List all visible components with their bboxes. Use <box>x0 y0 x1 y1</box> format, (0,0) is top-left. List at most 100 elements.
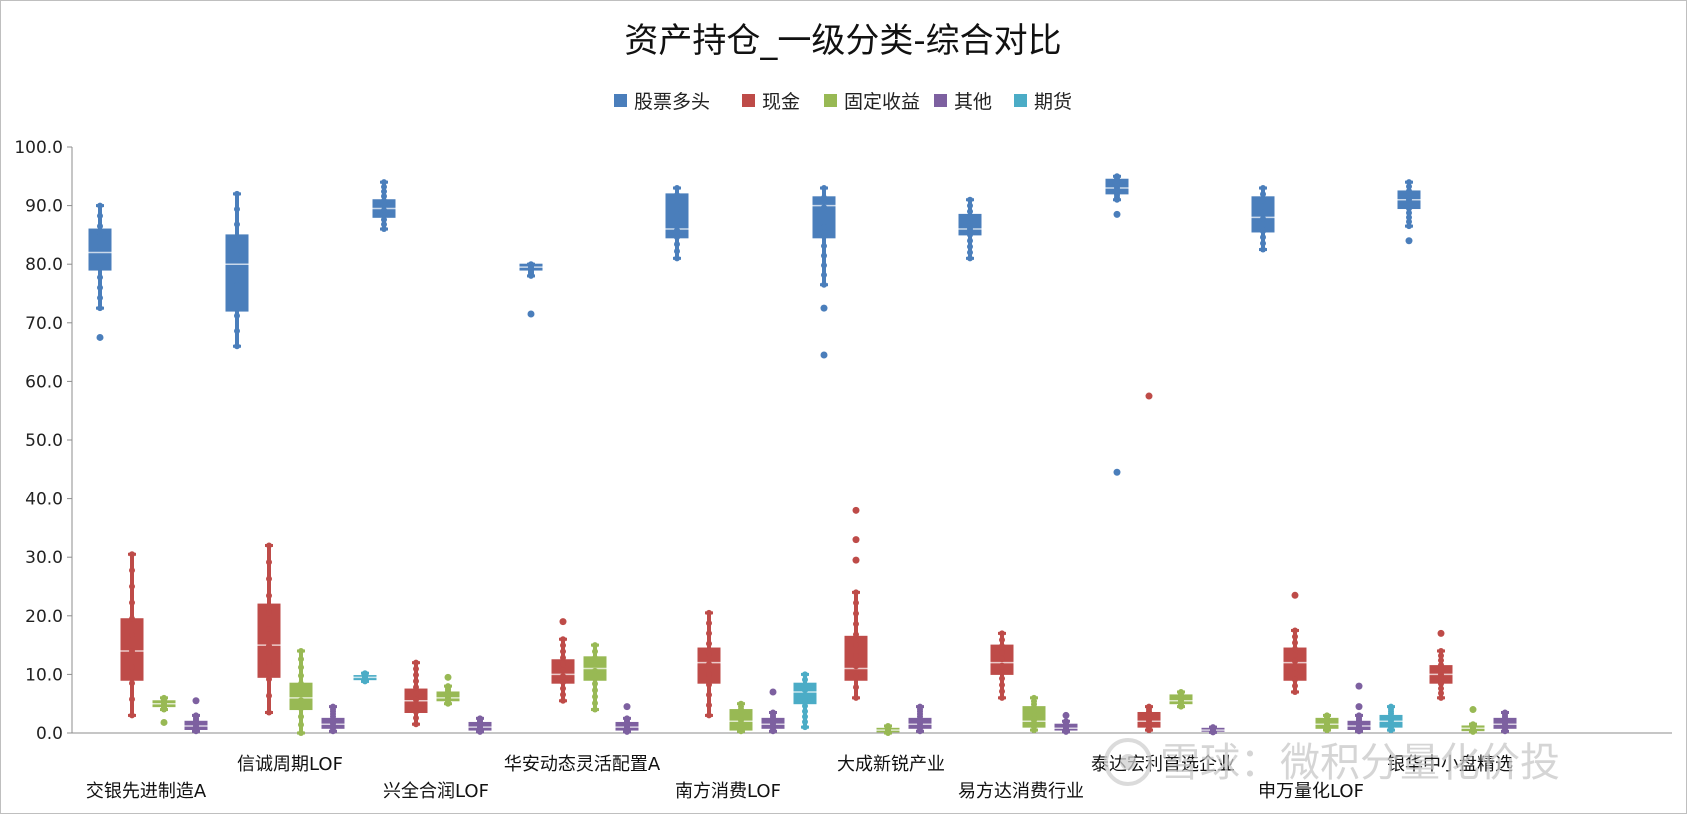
data-point <box>706 620 712 627</box>
data-point <box>853 642 859 649</box>
data-point <box>330 703 336 710</box>
data-point <box>999 630 1005 637</box>
data-point <box>298 730 304 736</box>
data-point <box>381 216 387 223</box>
data-point <box>706 630 712 637</box>
data-point <box>706 671 712 678</box>
data-point <box>802 724 808 731</box>
data-point <box>266 659 272 666</box>
data-point <box>129 664 135 671</box>
data-point <box>674 185 680 192</box>
watermark-text: 雪球：微积分量化价投 <box>1160 740 1560 786</box>
data-point <box>1292 639 1298 646</box>
outlier-point <box>1469 706 1477 714</box>
data-point <box>413 659 419 666</box>
data-point <box>1438 685 1444 692</box>
outlier-point <box>1145 392 1153 400</box>
data-point <box>821 243 827 250</box>
data-point <box>234 328 240 335</box>
data-point <box>999 643 1005 650</box>
data-point <box>674 206 680 213</box>
box-7-0 <box>1105 173 1129 476</box>
data-point <box>97 223 103 230</box>
data-point <box>129 647 135 654</box>
data-point <box>129 615 135 622</box>
data-point <box>999 688 1005 695</box>
box-7-1 <box>1137 392 1161 734</box>
outlier-point <box>852 556 860 564</box>
data-point <box>266 625 272 632</box>
data-point <box>592 693 598 700</box>
data-point <box>802 676 808 683</box>
data-point <box>706 661 712 668</box>
data-point <box>853 610 859 617</box>
data-point <box>298 647 304 654</box>
data-point <box>298 664 304 671</box>
data-point <box>1406 223 1412 230</box>
data-point <box>1406 187 1412 194</box>
data-point <box>674 241 680 248</box>
data-point <box>592 648 598 655</box>
y-tick-label: 60.0 <box>25 372 63 392</box>
data-point <box>1292 676 1298 683</box>
data-point <box>97 274 103 281</box>
data-point <box>1406 192 1412 199</box>
data-point <box>266 575 272 582</box>
data-point <box>381 207 387 214</box>
box-9-3 <box>1493 709 1517 735</box>
outlier-point <box>1291 591 1299 599</box>
box-5-1 <box>844 506 868 701</box>
box-6-2 <box>1022 694 1046 734</box>
data-point <box>674 192 680 199</box>
data-point <box>1114 173 1120 180</box>
data-point <box>1292 627 1298 634</box>
data-point <box>234 190 240 197</box>
legend-swatch <box>614 94 627 107</box>
data-point <box>266 709 272 716</box>
data-point <box>381 226 387 233</box>
data-point <box>129 583 135 590</box>
outlier-point <box>160 718 168 726</box>
data-point <box>674 255 680 262</box>
data-point <box>266 609 272 616</box>
data-point <box>967 226 973 233</box>
data-point <box>381 211 387 218</box>
box-0-3 <box>184 697 208 735</box>
data-point <box>445 683 451 690</box>
data-point <box>381 188 387 195</box>
legend-item-2: 固定收益 <box>824 91 920 113</box>
data-point <box>967 231 973 238</box>
data-point <box>1356 712 1362 719</box>
data-point <box>592 674 598 681</box>
data-point <box>1292 670 1298 677</box>
data-point <box>967 255 973 262</box>
data-point <box>821 262 827 269</box>
box-8-0 <box>1251 185 1275 253</box>
category-label: 兴全合润LOF <box>383 781 489 802</box>
data-point <box>967 214 973 221</box>
chart-title: 资产持仓_一级分类-综合对比 <box>624 21 1061 61</box>
outlier-point <box>96 333 104 341</box>
data-point <box>413 684 419 691</box>
box-7-2 <box>1169 688 1193 710</box>
data-point <box>97 243 103 250</box>
data-point <box>266 642 272 649</box>
data-point <box>1260 221 1266 228</box>
data-point <box>674 220 680 227</box>
data-point <box>1406 205 1412 212</box>
box-1-3 <box>321 703 345 735</box>
box-8-2 <box>1315 712 1339 734</box>
data-point <box>674 227 680 234</box>
legend-label: 其他 <box>954 91 992 113</box>
data-point <box>967 237 973 244</box>
data-point <box>853 621 859 628</box>
data-point <box>381 179 387 186</box>
data-point <box>706 712 712 719</box>
data-point <box>129 551 135 558</box>
data-point <box>381 221 387 228</box>
data-point <box>266 676 272 683</box>
outlier-point <box>769 688 777 696</box>
data-point <box>560 679 566 686</box>
y-tick-label: 10.0 <box>25 665 63 685</box>
y-tick-label: 40.0 <box>25 490 63 510</box>
